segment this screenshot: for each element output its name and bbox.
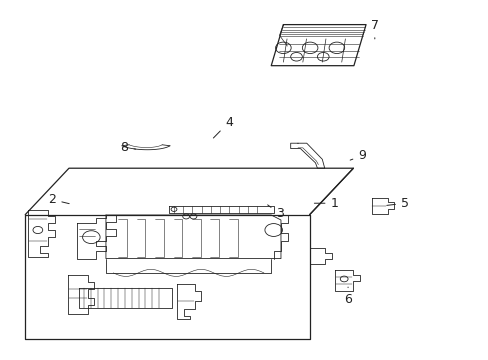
- Text: 7: 7: [370, 19, 378, 39]
- Text: 3: 3: [267, 205, 284, 220]
- Text: 8: 8: [120, 141, 136, 154]
- Text: 4: 4: [213, 116, 232, 138]
- Text: 2: 2: [48, 193, 69, 206]
- Text: 6: 6: [344, 287, 351, 306]
- Text: 5: 5: [386, 197, 408, 210]
- Text: 9: 9: [349, 149, 366, 162]
- Text: 1: 1: [314, 197, 338, 210]
